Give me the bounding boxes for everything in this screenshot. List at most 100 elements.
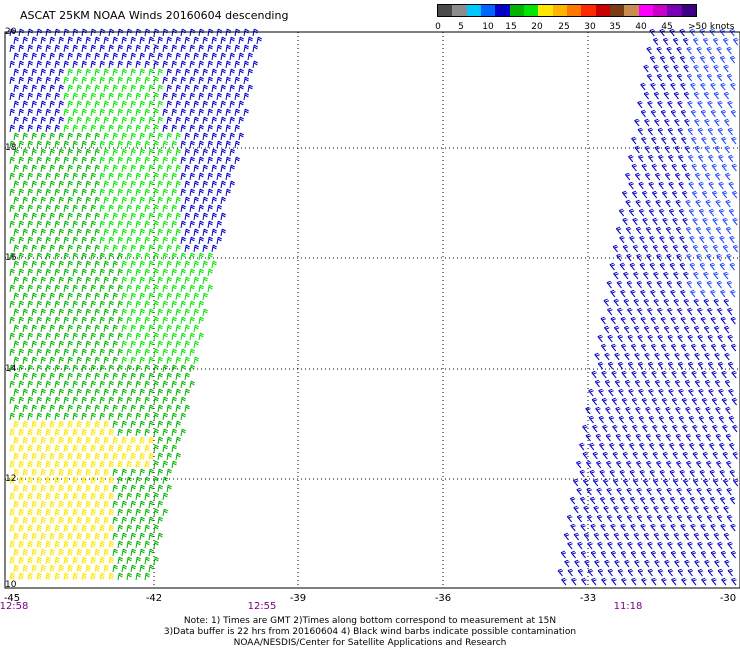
wind-barb xyxy=(166,436,172,445)
legend-label-6: 30 xyxy=(584,22,596,32)
wind-barb xyxy=(148,308,154,317)
wind-barb xyxy=(67,84,73,93)
wind-barb xyxy=(31,100,37,109)
wind-barb xyxy=(45,92,51,101)
wind-barb xyxy=(130,500,136,509)
wind-barb xyxy=(171,444,177,453)
wind-barb xyxy=(229,148,235,157)
wind-barb xyxy=(54,284,60,293)
wind-barb xyxy=(31,308,37,317)
wind-barb xyxy=(662,478,669,487)
wind-barb xyxy=(189,124,195,133)
wind-barb xyxy=(117,268,123,277)
wind-barb xyxy=(27,60,33,69)
wind-barb xyxy=(85,132,91,141)
wind-barb xyxy=(723,271,729,280)
wind-barb xyxy=(207,76,213,85)
note-line-3: NOAA/NESDIS/Center for Satellite Applica… xyxy=(233,638,507,648)
wind-barb xyxy=(631,190,638,199)
wind-barb xyxy=(716,460,722,469)
wind-barb xyxy=(721,577,727,586)
wind-barb xyxy=(49,340,55,349)
wind-barb xyxy=(171,220,177,229)
wind-barb xyxy=(202,100,208,109)
wind-barb xyxy=(36,124,42,133)
wind-barb xyxy=(36,316,42,325)
wind-barb xyxy=(45,204,51,213)
wind-barb xyxy=(656,253,662,262)
wind-barb xyxy=(202,308,208,317)
wind-barb xyxy=(103,68,109,77)
wind-barb xyxy=(126,220,132,229)
wind-barb xyxy=(166,276,172,285)
wind-barb xyxy=(153,460,159,469)
wind-barb xyxy=(85,436,91,445)
wind-barb xyxy=(49,404,55,413)
wind-barb xyxy=(157,148,163,157)
wind-barb xyxy=(99,396,105,405)
wind-barb xyxy=(636,253,642,262)
wind-barb xyxy=(27,396,33,405)
wind-barb xyxy=(579,496,586,505)
wind-barb xyxy=(63,332,69,341)
wind-barb xyxy=(130,212,136,221)
lon-label-30w: -30 xyxy=(719,593,737,604)
wind-barb xyxy=(661,136,667,145)
wind-barb xyxy=(682,478,689,487)
wind-barb xyxy=(99,444,105,453)
wind-barb xyxy=(139,212,145,221)
wind-barb xyxy=(72,444,78,453)
wind-barb xyxy=(625,406,631,415)
wind-barb xyxy=(18,76,24,85)
wind-barb xyxy=(9,140,15,149)
wind-barb xyxy=(67,68,73,77)
wind-barb xyxy=(148,452,154,461)
wind-barb xyxy=(252,44,258,53)
wind-barb xyxy=(649,28,655,37)
wind-barb xyxy=(184,132,190,141)
wind-barb xyxy=(63,124,69,133)
wind-barb xyxy=(22,36,28,45)
wind-barb xyxy=(642,244,649,253)
wind-barb xyxy=(36,76,42,85)
wind-barb xyxy=(157,500,163,509)
wind-barb xyxy=(672,217,678,226)
wind-barb xyxy=(72,412,78,421)
wind-barb xyxy=(193,356,199,365)
wind-barb xyxy=(666,280,673,289)
wind-barb xyxy=(94,420,100,429)
wind-barb xyxy=(184,244,190,253)
wind-barb xyxy=(243,92,249,101)
wind-barb xyxy=(58,500,64,509)
wind-barb xyxy=(730,109,737,118)
wind-barb xyxy=(22,68,28,77)
wind-barb xyxy=(673,64,679,73)
wind-barb xyxy=(139,292,145,301)
wind-barb xyxy=(9,492,15,501)
wind-barb xyxy=(582,424,588,433)
wind-barb xyxy=(31,148,37,157)
legend-swatch-13 xyxy=(624,5,639,16)
wind-barb xyxy=(668,181,674,190)
wind-barb xyxy=(108,92,114,101)
wind-barb xyxy=(620,316,626,325)
wind-barb xyxy=(13,532,19,541)
wind-barb xyxy=(36,508,42,517)
wind-barb xyxy=(623,271,629,280)
wind-barb xyxy=(72,28,78,37)
wind-barb xyxy=(202,196,208,205)
wind-barb xyxy=(238,100,244,109)
wind-barb xyxy=(664,118,670,127)
wind-barb xyxy=(153,108,159,117)
wind-barb xyxy=(58,260,64,269)
wind-barb xyxy=(238,52,244,61)
wind-barb xyxy=(103,564,109,573)
wind-barb xyxy=(612,424,618,433)
wind-barb xyxy=(722,244,729,253)
wind-barb xyxy=(94,132,100,141)
wind-barb xyxy=(130,420,136,429)
wind-barb xyxy=(184,372,190,381)
wind-barb xyxy=(712,451,719,460)
wind-barb xyxy=(94,372,100,381)
wind-barb xyxy=(695,199,701,208)
